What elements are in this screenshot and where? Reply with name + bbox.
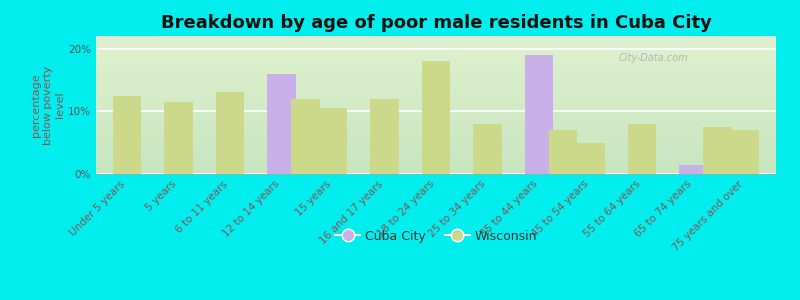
Bar xyxy=(525,55,553,174)
Bar xyxy=(422,61,450,174)
Bar xyxy=(703,127,732,174)
Bar xyxy=(291,99,320,174)
Bar xyxy=(679,165,708,174)
Y-axis label: percentage
below poverty
level: percentage below poverty level xyxy=(30,65,66,145)
Bar xyxy=(370,99,398,174)
Bar xyxy=(731,130,759,174)
Title: Breakdown by age of poor male residents in Cuba City: Breakdown by age of poor male residents … xyxy=(161,14,711,32)
Bar xyxy=(267,74,296,174)
Bar xyxy=(319,108,347,174)
Bar xyxy=(474,124,502,174)
Text: City-Data.com: City-Data.com xyxy=(618,52,689,63)
Bar xyxy=(216,92,244,174)
Bar xyxy=(628,124,656,174)
Bar xyxy=(164,102,193,174)
Bar xyxy=(576,142,605,174)
Legend: Cuba City, Wisconsin: Cuba City, Wisconsin xyxy=(330,225,542,248)
Bar xyxy=(549,130,578,174)
Bar xyxy=(113,96,141,174)
